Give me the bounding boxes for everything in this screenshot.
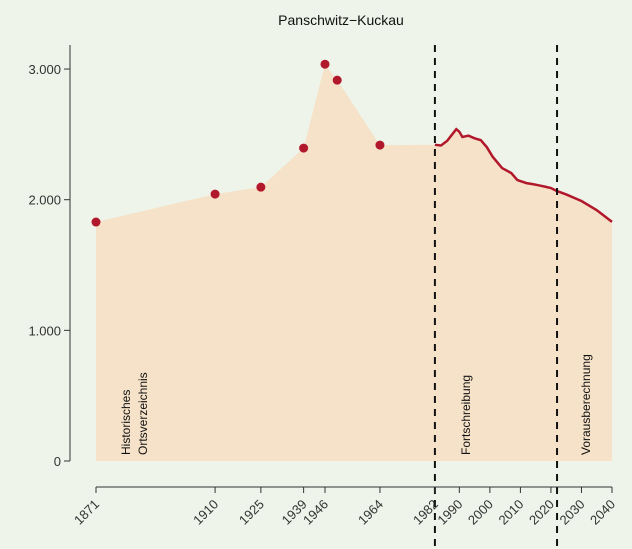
x-tick-label: 1871 <box>71 497 102 528</box>
x-tick-label: 1910 <box>190 497 221 528</box>
x-tick-label: 1925 <box>236 497 267 528</box>
point <box>210 189 220 199</box>
point <box>256 182 266 192</box>
annotation: Ortsverzeichnis <box>136 372 150 455</box>
x-tick-label: 1964 <box>355 497 386 528</box>
y-tick-label: 2.000 <box>28 193 61 208</box>
x-tick-label: 2010 <box>495 497 526 528</box>
line <box>434 127 558 193</box>
x-tick-label: 2020 <box>526 497 557 528</box>
point <box>299 143 309 153</box>
y-tick-label: 0 <box>54 454 61 469</box>
point <box>332 75 342 85</box>
annotation: Fortschreibung <box>459 375 473 455</box>
x-tick-label: 1990 <box>434 497 465 528</box>
y-tick-label: 3.000 <box>28 62 61 77</box>
x-tick-label: 2030 <box>557 497 588 528</box>
chart-title: Panschwitz−Kuckau <box>278 12 404 28</box>
annotation: Historisches <box>119 390 133 455</box>
x-tick-label: 1946 <box>300 497 331 528</box>
annotation: Vorausberechnung <box>579 354 593 455</box>
x-tick-label: 2040 <box>587 497 618 528</box>
line <box>556 189 613 223</box>
point <box>91 217 101 227</box>
point <box>375 140 385 150</box>
area <box>96 64 612 462</box>
point <box>320 59 330 69</box>
y-tick-label: 1.000 <box>28 323 61 338</box>
x-tick-label: 1982 <box>410 497 441 528</box>
x-tick-label: 2000 <box>465 497 496 528</box>
